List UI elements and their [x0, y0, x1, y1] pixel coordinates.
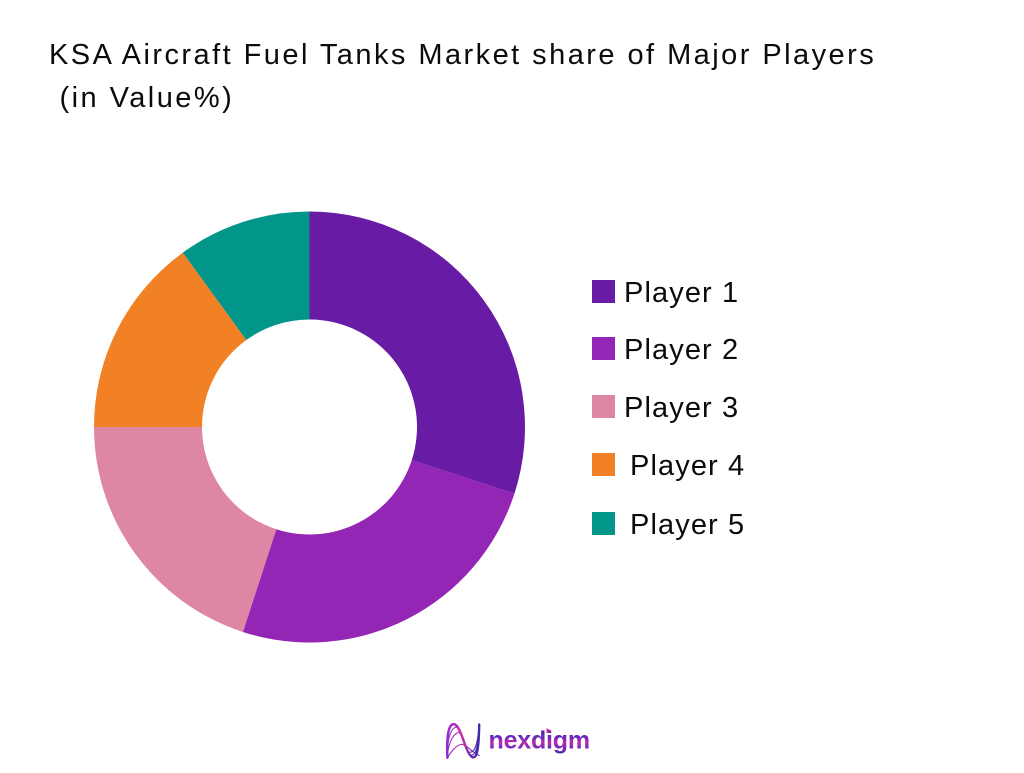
svg-text:nexdigm: nexdigm	[489, 727, 590, 755]
